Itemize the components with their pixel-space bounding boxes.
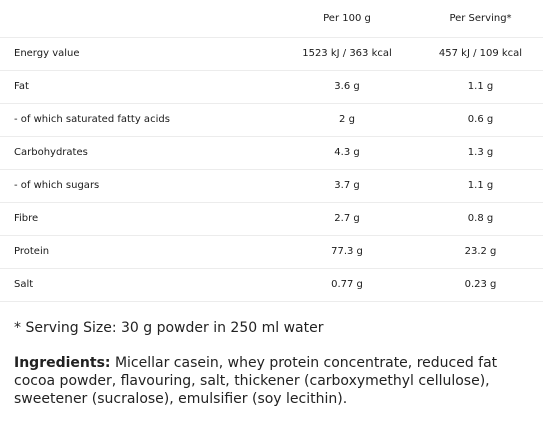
- per-100g-value: 1523 kJ / 363 kcal: [302, 48, 392, 59]
- table-row: Salt 0.77 g 0.23 g: [0, 269, 543, 302]
- table-row: Fat 3.6 g 1.1 g: [0, 71, 543, 104]
- per-100g-value: 3.7 g: [334, 180, 360, 191]
- per-serving-value: 1.1 g: [467, 180, 494, 191]
- serving-size-footnote: * Serving Size: 30 g powder in 250 ml wa…: [14, 320, 324, 336]
- per-serving-value: 23.2 g: [464, 246, 497, 257]
- nutrient-label: Energy value: [14, 48, 80, 59]
- per-100g-value: 0.77 g: [331, 279, 363, 290]
- per-100g-value: 2 g: [339, 114, 355, 125]
- per-serving-value: 457 kJ / 109 kcal: [438, 48, 523, 59]
- per-serving-value: 1.3 g: [467, 147, 494, 158]
- nutrient-label: - of which saturated fatty acids: [14, 114, 170, 125]
- per-serving-value: 0.23 g: [464, 279, 497, 290]
- table-header-row: Per 100 g Per Serving*: [0, 0, 543, 38]
- nutrient-label: Fat: [14, 81, 29, 92]
- per-serving-value: 1.1 g: [467, 81, 494, 92]
- nutrient-label: Salt: [14, 279, 34, 290]
- ingredients-paragraph: Ingredients: Micellar casein, whey prote…: [14, 354, 534, 408]
- nutrient-label: Fibre: [14, 213, 39, 224]
- per-100g-value: 3.6 g: [334, 81, 360, 92]
- table-row: Fibre 2.7 g 0.8 g: [0, 203, 543, 236]
- table-row: Protein 77.3 g 23.2 g: [0, 236, 543, 269]
- nutrient-label: - of which sugars: [14, 180, 100, 191]
- table-row: Carbohydrates 4.3 g 1.3 g: [0, 137, 543, 170]
- per-serving-value: 0.6 g: [467, 114, 494, 125]
- ingredients-label: Ingredients:: [14, 355, 111, 371]
- nutrient-label: Protein: [14, 246, 50, 257]
- per-serving-value: 0.8 g: [467, 213, 494, 224]
- table-row: - of which sugars 3.7 g 1.1 g: [0, 170, 543, 203]
- nutrient-label: Carbohydrates: [14, 147, 88, 158]
- table-row: Energy value 1523 kJ / 363 kcal 457 kJ /…: [0, 38, 543, 71]
- per-100g-value: 4.3 g: [334, 147, 360, 158]
- header-per-serving: Per Serving*: [449, 12, 512, 24]
- ingredients-text: Micellar casein, whey protein concentrat…: [14, 355, 498, 407]
- per-100g-value: 77.3 g: [331, 246, 363, 257]
- per-100g-value: 2.7 g: [334, 213, 360, 224]
- table-row: - of which saturated fatty acids 2 g 0.6…: [0, 104, 543, 137]
- header-per-100g: Per 100 g: [323, 12, 371, 24]
- nutrition-table: Per 100 g Per Serving* Energy value 1523…: [0, 0, 543, 302]
